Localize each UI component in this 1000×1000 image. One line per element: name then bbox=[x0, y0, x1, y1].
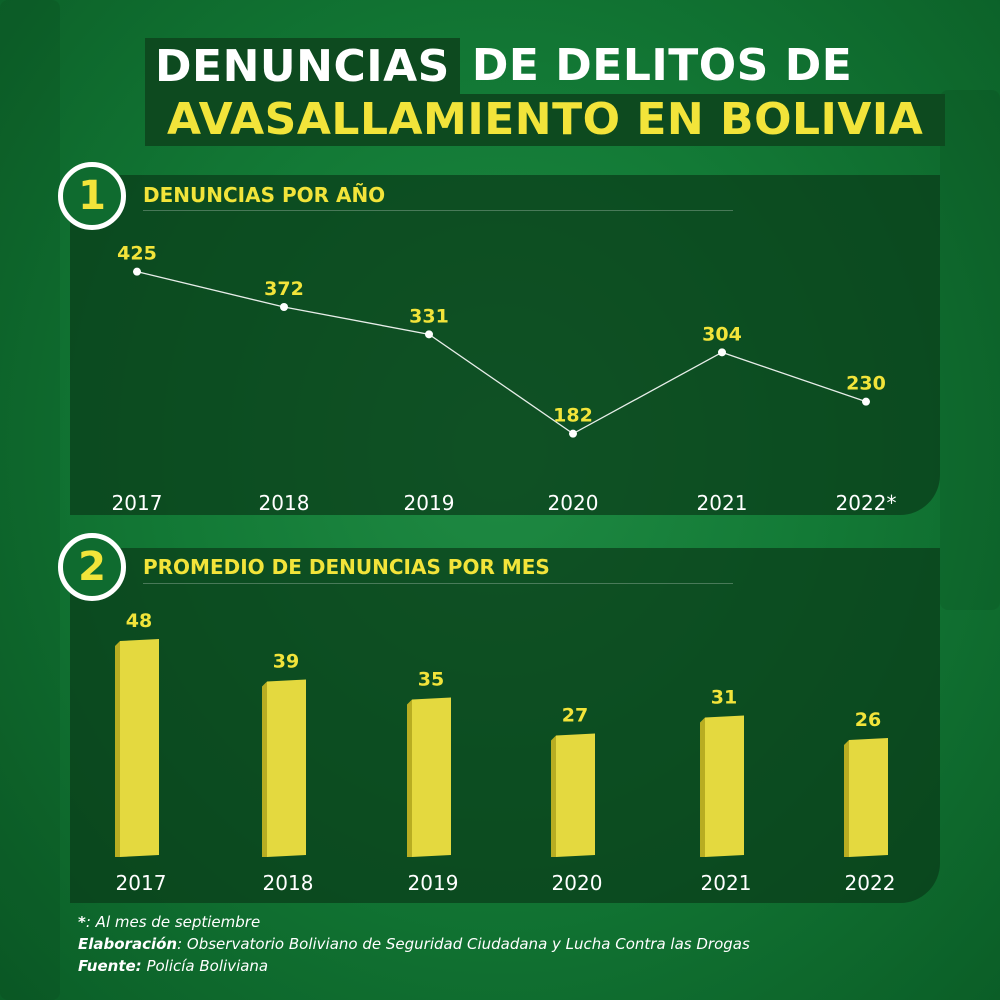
line-x-tick-label: 2020 bbox=[548, 491, 599, 515]
section-divider bbox=[143, 210, 733, 211]
bar-x-tick-label: 2019 bbox=[408, 871, 459, 895]
background-shape bbox=[0, 0, 60, 1000]
line-point bbox=[718, 348, 726, 357]
line-data-label: 230 bbox=[846, 373, 886, 395]
background-shape bbox=[940, 90, 1000, 610]
bar-side bbox=[844, 740, 849, 857]
line-x-tick-label: 2017 bbox=[112, 491, 163, 515]
title-block: DENUNCIAS DE DELITOS DE AVASALLAMIENTO E… bbox=[145, 38, 946, 146]
bar-side bbox=[262, 681, 267, 857]
footer-note: *: Al mes de septiembre bbox=[78, 911, 750, 933]
bar bbox=[412, 697, 451, 857]
footer-elaboration-text: : Observatorio Boliviano de Seguridad Ci… bbox=[177, 935, 750, 953]
footer-source-label: Fuente: bbox=[78, 957, 142, 975]
bar-data-label: 26 bbox=[855, 709, 881, 731]
bar bbox=[120, 639, 159, 857]
line-x-tick-label: 2018 bbox=[259, 491, 310, 515]
section-title: PROMEDIO DE DENUNCIAS POR MES bbox=[143, 555, 550, 579]
footer-source-text: Policía Boliviana bbox=[141, 957, 269, 975]
line-point bbox=[280, 303, 288, 311]
section-divider bbox=[143, 583, 733, 584]
bar-x-tick-label: 2018 bbox=[263, 871, 314, 895]
line-chart-panel bbox=[70, 175, 940, 515]
line-data-label: 425 bbox=[117, 243, 157, 265]
bar-chart-panel bbox=[70, 548, 940, 903]
footer-elaboration: Elaboración: Observatorio Boliviano de S… bbox=[78, 933, 750, 955]
line-point bbox=[862, 397, 870, 406]
section-number-badge: 1 bbox=[58, 162, 126, 230]
footer-elaboration-label: Elaboración bbox=[78, 935, 178, 953]
bar bbox=[849, 738, 888, 857]
line-point bbox=[425, 330, 433, 339]
bar-data-label: 35 bbox=[418, 669, 444, 691]
line-point bbox=[133, 267, 141, 276]
section-title: DENUNCIAS POR AÑO bbox=[143, 183, 386, 207]
section-number-badge: 2 bbox=[58, 533, 126, 601]
line-data-label: 304 bbox=[702, 323, 742, 345]
title-line-2: AVASALLAMIENTO EN BOLIVIA bbox=[145, 94, 946, 146]
title-highlight: DENUNCIAS bbox=[145, 38, 460, 94]
footer-note-text: : Al mes de septiembre bbox=[85, 913, 261, 931]
line-data-label: 331 bbox=[409, 305, 449, 327]
bar-data-label: 39 bbox=[273, 651, 299, 673]
line-series bbox=[136, 271, 867, 435]
title-text: DE DELITOS DE bbox=[471, 40, 853, 91]
line-point bbox=[569, 429, 577, 438]
bar-x-tick-label: 2020 bbox=[552, 871, 603, 895]
bar-data-label: 31 bbox=[711, 687, 737, 709]
footer-source: Fuente: Policía Boliviana bbox=[78, 955, 750, 977]
title-line-1: DENUNCIAS DE DELITOS DE bbox=[145, 38, 945, 94]
line-x-tick-label: 2022* bbox=[836, 491, 897, 515]
bar-side bbox=[407, 699, 412, 857]
line-data-label: 182 bbox=[553, 405, 593, 427]
bar bbox=[267, 679, 306, 857]
bar bbox=[556, 733, 595, 857]
line-x-tick-label: 2019 bbox=[404, 491, 455, 515]
footer: *: Al mes de septiembre Elaboración: Obs… bbox=[78, 911, 750, 977]
bar-side bbox=[551, 735, 556, 857]
bar-side bbox=[700, 717, 705, 857]
bar-x-tick-label: 2021 bbox=[701, 871, 752, 895]
line-x-tick-label: 2021 bbox=[697, 491, 748, 515]
bar-side bbox=[115, 641, 120, 857]
bar-x-tick-label: 2017 bbox=[116, 871, 167, 895]
bar-data-label: 27 bbox=[562, 705, 588, 727]
bar-x-tick-label: 2022 bbox=[845, 871, 896, 895]
footer-note-mark: * bbox=[78, 913, 86, 931]
bar bbox=[705, 715, 744, 857]
line-data-label: 372 bbox=[264, 278, 304, 300]
bar-data-label: 48 bbox=[126, 610, 152, 632]
